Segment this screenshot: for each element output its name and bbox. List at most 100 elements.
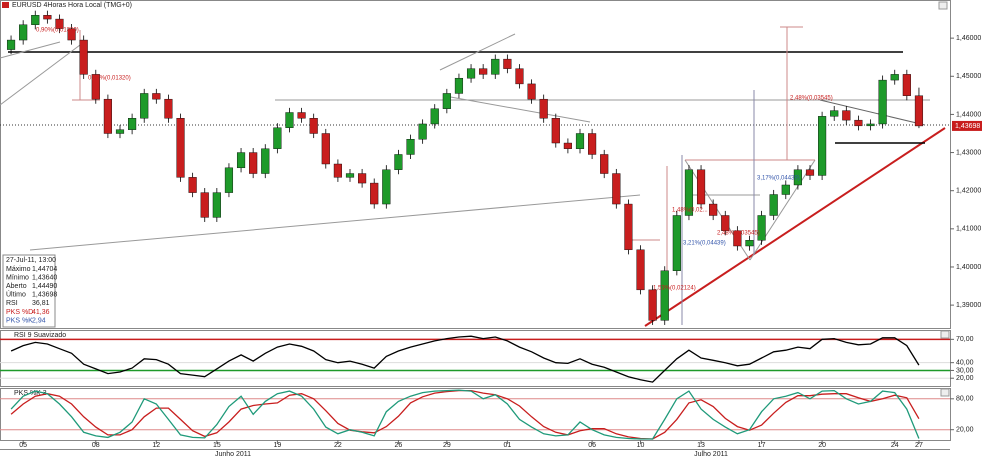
panel-close[interactable] xyxy=(940,388,950,397)
drawings xyxy=(0,26,950,327)
trend-line xyxy=(439,33,516,71)
y-tick-label: 1,42000 xyxy=(956,188,981,195)
candle-body xyxy=(285,112,294,128)
candle-body xyxy=(394,154,403,170)
window-button[interactable] xyxy=(938,1,948,10)
info-value: 36,81 xyxy=(32,300,50,307)
panel-close[interactable] xyxy=(940,330,950,339)
candle-body xyxy=(491,58,500,75)
annotation: 2,48%(0,03545) xyxy=(790,96,833,102)
candle-body xyxy=(733,230,742,247)
candle-body xyxy=(418,123,427,140)
candle-body xyxy=(515,68,524,85)
x-tick-label: 06 xyxy=(588,442,596,449)
candle-body xyxy=(273,127,282,149)
candle-body xyxy=(140,93,149,119)
candle-body xyxy=(503,58,512,69)
candle-body xyxy=(454,77,464,94)
candle-body xyxy=(769,194,778,216)
candle-body xyxy=(878,79,887,125)
stoch-panel xyxy=(0,388,951,441)
x-tick-label: 19 xyxy=(273,442,281,449)
chart-title: EURUSD 4Horas Hora Local (TMG+0) xyxy=(12,2,132,9)
info-value: 2,94 xyxy=(32,317,46,324)
info-date: 27-Jul-11, 13:00 xyxy=(6,257,56,264)
y-tick-label: 40,00 xyxy=(956,360,974,367)
annotation: 0,90%(0,01330) xyxy=(36,28,79,34)
candle-body xyxy=(370,182,379,205)
info-key: Máximo xyxy=(6,266,31,273)
y-tick-label: 1,46000 xyxy=(956,35,981,42)
rsi-title: RSI 9 Suavizado xyxy=(14,332,66,339)
candle-body xyxy=(406,139,415,155)
candle-body xyxy=(466,68,476,79)
y-tick-label: 80,00 xyxy=(956,396,974,403)
annotation: 3,21%(0,04439) xyxy=(683,241,726,247)
candle-body xyxy=(636,249,645,291)
candle-body xyxy=(479,68,488,75)
candle-body xyxy=(19,24,28,41)
x-tick-label: 12 xyxy=(152,442,160,449)
info-key: RSI xyxy=(6,300,18,307)
candle-body xyxy=(842,110,851,121)
x-tick-label: 15 xyxy=(213,442,221,449)
candle-body xyxy=(152,93,161,100)
candle-body xyxy=(212,192,221,218)
annotation: 2,48%(0,03545) xyxy=(717,231,760,237)
candle-body xyxy=(309,118,318,134)
annotation: 1,53%(0,02124) xyxy=(653,286,696,292)
trend-line xyxy=(444,95,591,123)
candle-body xyxy=(103,98,112,134)
annotation: 3,17%(0,04439) xyxy=(757,176,800,182)
info-value: 1,43640 xyxy=(32,274,57,281)
indicator-line xyxy=(10,335,920,383)
indicator-line xyxy=(10,389,920,440)
y-tick-label: 1,44000 xyxy=(956,111,981,118)
candle-body xyxy=(805,169,815,176)
candle-body xyxy=(43,15,52,20)
candle-body xyxy=(854,119,863,127)
candle-body xyxy=(866,123,875,127)
candle-body xyxy=(6,39,16,50)
candle-body xyxy=(358,173,367,184)
candle-body xyxy=(249,152,258,174)
candle-body xyxy=(660,270,669,321)
info-key: Mínimo xyxy=(6,274,29,281)
candle-body xyxy=(745,240,754,247)
candle-body xyxy=(91,74,100,100)
symbol-icon xyxy=(2,2,9,8)
candle-body xyxy=(588,133,597,155)
candle-body xyxy=(527,83,536,100)
info-box xyxy=(2,254,56,328)
candle-body xyxy=(345,173,355,178)
channel-line xyxy=(749,159,816,261)
month-label: Julho 2011 xyxy=(694,451,728,458)
info-value: 1,44704 xyxy=(32,266,57,273)
x-tick-label: 05 xyxy=(19,442,27,449)
support-line xyxy=(644,127,946,327)
info-value: 1,44490 xyxy=(32,283,57,290)
info-key: Último xyxy=(6,290,26,299)
candle-body xyxy=(333,163,342,178)
x-tick-label: 20 xyxy=(818,442,826,449)
candle-body xyxy=(297,112,306,119)
x-tick-label: 27 xyxy=(915,442,923,449)
y-tick-label: 1,41000 xyxy=(956,226,981,233)
y-tick-label: 1,45000 xyxy=(956,73,981,80)
candle-body xyxy=(793,169,802,186)
candle-body xyxy=(721,215,730,231)
last-price-label: 1,43698 xyxy=(955,123,980,130)
candle-body xyxy=(430,108,439,125)
candle-body xyxy=(709,203,718,216)
candle-body xyxy=(624,203,633,251)
candle-body xyxy=(442,93,451,109)
info-key: PKS %K xyxy=(6,317,33,324)
candle-body xyxy=(890,74,899,81)
candle-body xyxy=(684,169,694,216)
y-tick-label: 1,43000 xyxy=(956,149,981,156)
info-value: 1,43698 xyxy=(32,292,57,299)
candle-body xyxy=(563,142,572,149)
y-tick-label: 1,39000 xyxy=(956,302,981,309)
